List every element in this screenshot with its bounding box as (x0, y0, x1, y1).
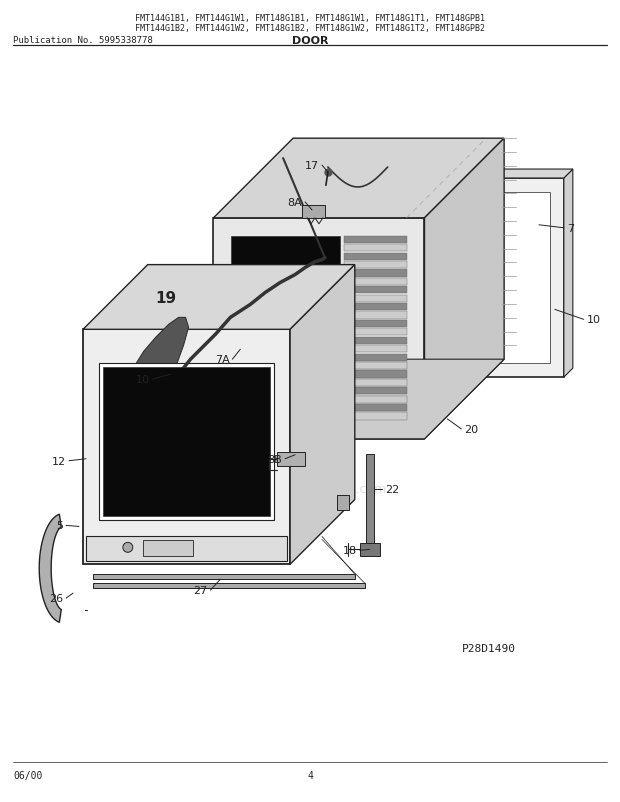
Polygon shape (344, 253, 407, 261)
Polygon shape (344, 261, 407, 269)
Polygon shape (352, 170, 573, 179)
Text: DOOR: DOOR (292, 35, 328, 46)
Polygon shape (344, 387, 407, 395)
Polygon shape (425, 139, 504, 439)
Text: 22: 22 (384, 484, 399, 494)
Text: 19: 19 (155, 290, 176, 306)
Polygon shape (344, 346, 407, 353)
Polygon shape (231, 237, 340, 421)
Polygon shape (83, 330, 290, 565)
Text: 10: 10 (587, 315, 601, 325)
Polygon shape (352, 179, 564, 378)
Polygon shape (213, 139, 504, 219)
Polygon shape (213, 360, 504, 439)
Polygon shape (366, 192, 550, 364)
Polygon shape (129, 318, 188, 449)
Polygon shape (213, 219, 425, 439)
Text: Publication No. 5995338778: Publication No. 5995338778 (14, 35, 153, 45)
Text: eReplacementParts.com: eReplacementParts.com (234, 483, 386, 496)
Text: 10: 10 (136, 375, 149, 385)
Polygon shape (143, 541, 193, 557)
Polygon shape (344, 371, 407, 378)
Polygon shape (344, 304, 407, 311)
Polygon shape (344, 245, 407, 252)
Text: 7A: 7A (215, 354, 229, 365)
Text: FMT144G1B2, FMT144G1W2, FMT148G1B2, FMT148G1W2, FMT148G1T2, FMT148GPB2: FMT144G1B2, FMT144G1W2, FMT148G1B2, FMT1… (135, 24, 485, 33)
Text: 17: 17 (305, 161, 319, 171)
Polygon shape (344, 237, 407, 244)
Polygon shape (344, 354, 407, 361)
Polygon shape (344, 287, 407, 294)
Polygon shape (93, 583, 365, 589)
Text: 8B: 8B (267, 454, 282, 464)
Text: 8A: 8A (287, 197, 302, 208)
Polygon shape (344, 312, 407, 319)
Polygon shape (99, 364, 274, 520)
Polygon shape (277, 452, 305, 466)
Polygon shape (39, 515, 61, 622)
Text: FMT144G1B1, FMT144G1W1, FMT148G1B1, FMT148G1W1, FMT148G1T1, FMT148GPB1: FMT144G1B1, FMT144G1W1, FMT148G1B1, FMT1… (135, 14, 485, 22)
Text: 4: 4 (307, 771, 313, 780)
Polygon shape (366, 454, 374, 544)
Text: 27: 27 (193, 585, 208, 595)
Polygon shape (83, 265, 355, 330)
Polygon shape (344, 379, 407, 387)
Text: 5: 5 (56, 520, 63, 531)
Circle shape (123, 543, 133, 553)
Polygon shape (337, 495, 349, 510)
Polygon shape (93, 574, 355, 580)
Polygon shape (370, 192, 547, 375)
Polygon shape (344, 396, 407, 403)
Polygon shape (103, 367, 270, 516)
Text: 20: 20 (464, 424, 479, 435)
Polygon shape (344, 404, 407, 411)
Polygon shape (360, 544, 379, 557)
Text: 7: 7 (567, 224, 574, 233)
Polygon shape (290, 265, 355, 565)
Text: 12: 12 (52, 456, 66, 466)
Polygon shape (344, 278, 407, 286)
Polygon shape (344, 338, 407, 345)
Polygon shape (344, 321, 407, 328)
Polygon shape (344, 270, 407, 277)
Polygon shape (344, 363, 407, 370)
Polygon shape (344, 413, 407, 420)
Polygon shape (86, 537, 287, 561)
Polygon shape (564, 170, 573, 378)
Polygon shape (344, 295, 407, 302)
Text: 18: 18 (343, 545, 356, 556)
Polygon shape (302, 205, 325, 219)
Text: 06/00: 06/00 (14, 771, 43, 780)
Text: P28D1490: P28D1490 (462, 643, 516, 653)
Text: 26: 26 (49, 593, 63, 603)
Polygon shape (344, 329, 407, 336)
